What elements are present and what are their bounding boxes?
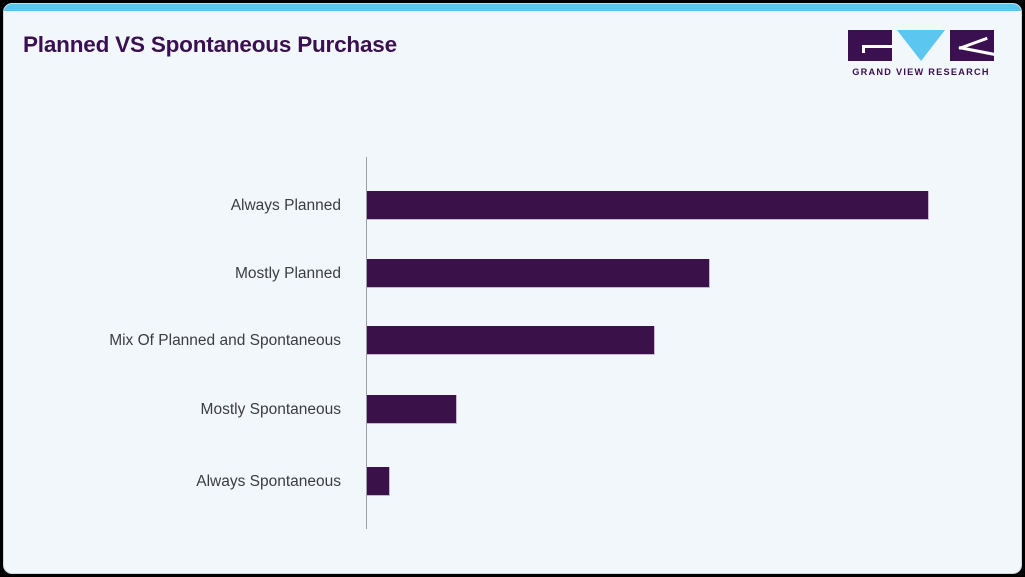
bar-chart-plot-area: Always Planned Mostly Planned Mix Of Pla… [4, 4, 1021, 573]
logo-letter-v-icon [897, 30, 945, 61]
logo-letter-g-icon [848, 30, 892, 61]
logo-g-bar [862, 45, 892, 48]
bar-always-spontaneous[interactable] [367, 467, 390, 496]
page-title: Planned VS Spontaneous Purchase [23, 32, 397, 57]
bar-category-label: Always Spontaneous [196, 472, 341, 490]
y-axis-line [366, 157, 368, 529]
bar-row: Always Planned [4, 191, 1021, 220]
logo-caption: GRAND VIEW RESEARCH [852, 67, 990, 77]
bar-category-label: Mostly Planned [235, 264, 341, 282]
logo-letter-r-icon [950, 30, 994, 61]
logo-marks [848, 30, 994, 61]
bar-row: Mix Of Planned and Spontaneous [4, 326, 1021, 355]
bar-mix-of-planned-and-spontaneous[interactable] [367, 326, 655, 355]
bar-category-label: Mix Of Planned and Spontaneous [109, 331, 341, 349]
bar-mostly-spontaneous[interactable] [367, 395, 457, 424]
bar-row: Always Spontaneous [4, 467, 1021, 496]
bar-row: Mostly Planned [4, 259, 1021, 288]
logo-g-riser [862, 45, 865, 53]
bar-category-label: Always Planned [230, 196, 341, 214]
bar-always-planned[interactable] [367, 191, 929, 220]
top-accent-bar [4, 4, 1021, 11]
grand-view-research-logo: GRAND VIEW RESEARCH [848, 30, 994, 77]
bar-mostly-planned[interactable] [367, 259, 710, 288]
chart-card: Planned VS Spontaneous Purchase GRAND VI… [3, 3, 1022, 574]
bar-category-label: Mostly Spontaneous [200, 400, 341, 418]
bar-row: Mostly Spontaneous [4, 395, 1021, 424]
